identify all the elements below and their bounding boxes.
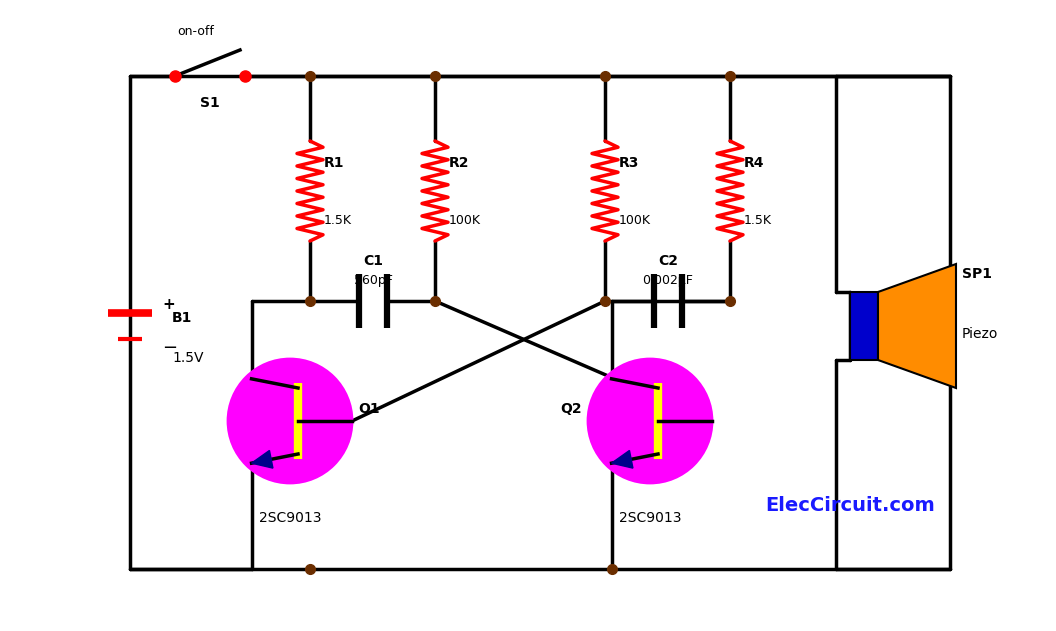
Text: R2: R2 [449, 156, 470, 170]
Circle shape [228, 359, 352, 483]
Text: Piezo: Piezo [962, 327, 998, 341]
Circle shape [588, 359, 712, 483]
Text: S1: S1 [201, 96, 220, 110]
Text: R1: R1 [324, 156, 344, 170]
Text: SP1: SP1 [962, 267, 992, 281]
Text: Q2: Q2 [561, 402, 582, 416]
Bar [850, 292, 878, 360]
Polygon shape [878, 264, 956, 388]
Text: 2SC9013: 2SC9013 [619, 511, 681, 525]
Text: on-off: on-off [177, 25, 214, 38]
Text: 560pF: 560pF [354, 274, 393, 287]
Polygon shape [611, 451, 633, 468]
Text: 1.5K: 1.5K [324, 215, 352, 228]
Text: 1.5V: 1.5V [172, 351, 204, 365]
Text: 1.5K: 1.5K [744, 215, 772, 228]
Text: R3: R3 [619, 156, 639, 170]
Text: R4: R4 [744, 156, 765, 170]
Text: 0.002μF: 0.002μF [642, 274, 694, 287]
Text: 100K: 100K [449, 215, 480, 228]
Text: Q1: Q1 [358, 402, 379, 416]
Text: ElecCircuit.com: ElecCircuit.com [766, 497, 935, 516]
Text: C2: C2 [658, 254, 678, 268]
Text: 100K: 100K [619, 215, 650, 228]
Polygon shape [251, 451, 272, 468]
Text: −: − [162, 339, 177, 357]
Text: B1: B1 [172, 311, 192, 325]
Text: +: + [162, 297, 174, 312]
Text: 2SC9013: 2SC9013 [259, 511, 321, 525]
Text: C1: C1 [363, 254, 383, 268]
